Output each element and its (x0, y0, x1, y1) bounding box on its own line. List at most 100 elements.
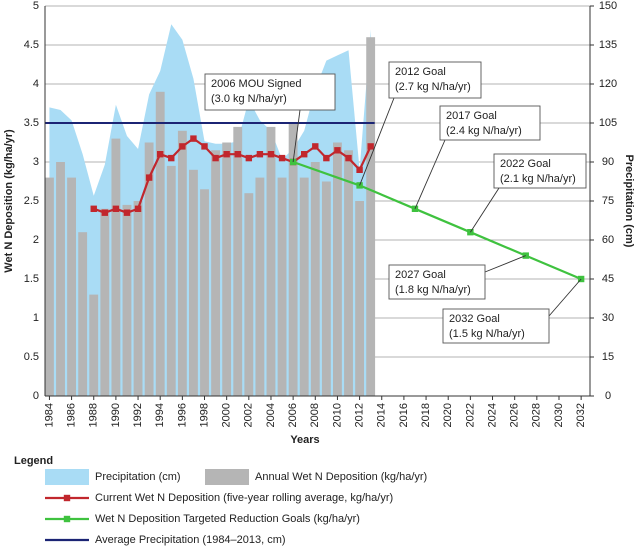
legend-label: Wet N Deposition Targeted Reduction Goal… (95, 513, 360, 525)
marker (256, 151, 264, 158)
bar (355, 201, 365, 396)
y-tick-label: 0 (33, 390, 39, 402)
bar (266, 126, 276, 397)
callout-text: (2.7 kg N/ha/yr) (395, 81, 471, 93)
bar (288, 123, 298, 396)
x-tick-label: 1990 (110, 403, 122, 427)
callout-text: 2017 Goal (446, 110, 497, 122)
y-tick-label: 2.5 (24, 195, 39, 207)
y-tick-label: 1.5 (24, 273, 39, 285)
bar (100, 208, 110, 396)
callout-arrow (484, 255, 526, 273)
bar (222, 142, 232, 396)
y2-tick-label: 75 (602, 195, 614, 207)
marker (123, 209, 131, 216)
bar (255, 177, 265, 396)
bar (111, 138, 121, 396)
y2-axis-label: Precipitation (cm) (623, 155, 635, 248)
bar (122, 204, 132, 396)
y2-tick-label: 30 (602, 312, 614, 324)
y-tick-label: 1 (33, 312, 39, 324)
y2-tick-label: 135 (599, 39, 617, 51)
bar (155, 91, 165, 397)
y2-tick-label: 90 (602, 156, 614, 168)
callout-text: 2022 Goal (500, 158, 551, 170)
marker (190, 135, 197, 142)
y-tick-label: 3 (33, 156, 39, 168)
callout-text: (2.1 kg N/ha/yr) (500, 173, 576, 185)
callout-box (204, 73, 336, 111)
marker (312, 143, 319, 150)
marker (577, 275, 585, 283)
x-tick-label: 2002 (243, 403, 255, 427)
y-tick-label: 3.5 (24, 117, 39, 129)
bar (67, 177, 77, 396)
marker (134, 205, 142, 212)
bar (189, 169, 198, 396)
bar (211, 150, 221, 396)
marker (234, 151, 241, 158)
legend-title: Legend (14, 455, 53, 467)
bar (366, 37, 376, 396)
legend-swatch (205, 469, 249, 485)
y-tick-label: 5 (33, 0, 39, 12)
callout-text: 2006 MOU Signed (211, 78, 302, 90)
bar (310, 162, 320, 396)
line (292, 160, 582, 281)
x-tick-label: 2024 (486, 403, 498, 427)
callout-box (388, 264, 486, 300)
marker (289, 158, 297, 166)
y-tick-label: 4 (33, 78, 39, 90)
bar (244, 193, 254, 396)
y-tick-label: 0.5 (24, 351, 39, 363)
marker (356, 166, 363, 173)
callout-box (442, 308, 550, 344)
callout-arrow (414, 139, 446, 209)
callout-arrow (469, 187, 500, 233)
x-tick-label: 2014 (376, 403, 388, 427)
bar (277, 177, 287, 396)
marker (323, 154, 330, 162)
callout-arrow (548, 278, 582, 317)
marker (179, 143, 186, 150)
callout-box (388, 61, 482, 99)
callout-arrow (292, 109, 301, 163)
marker (334, 147, 341, 154)
bar (200, 189, 209, 396)
marker (212, 154, 219, 162)
marker (345, 154, 352, 162)
bar (344, 150, 353, 396)
marker (201, 143, 208, 150)
callout-text: 2027 Goal (395, 269, 446, 281)
y2-tick-label: 150 (599, 0, 617, 12)
x-tick-label: 2020 (442, 403, 454, 427)
y2-tick-label: 45 (602, 273, 614, 285)
x-tick-label: 2004 (265, 403, 277, 427)
marker (223, 151, 230, 158)
marker (367, 143, 374, 150)
callout-box (439, 105, 541, 141)
x-tick-label: 1998 (198, 403, 210, 427)
bar (177, 130, 187, 397)
bar (321, 181, 331, 396)
plot (45, 24, 585, 397)
x-tick-label: 2016 (398, 403, 410, 427)
x-tick-label: 1984 (43, 403, 55, 427)
legend-label: Current Wet N Deposition (five-year roll… (95, 492, 393, 504)
y2-tick-label: 0 (605, 390, 611, 402)
x-tick-label: 2018 (420, 403, 432, 427)
bar (299, 177, 309, 396)
bar (166, 165, 176, 396)
marker (267, 151, 275, 158)
x-tick-label: 2006 (287, 403, 299, 427)
marker (90, 205, 97, 212)
marker (145, 174, 153, 181)
x-tick-label: 2010 (331, 403, 343, 427)
marker (245, 154, 253, 162)
y2-tick-label: 15 (602, 351, 614, 363)
y-tick-label: 2 (33, 234, 39, 246)
y-tick-label: 4.5 (24, 39, 39, 51)
callout-text: (1.8 kg N/ha/yr) (395, 284, 471, 296)
x-tick-label: 1996 (176, 403, 188, 427)
